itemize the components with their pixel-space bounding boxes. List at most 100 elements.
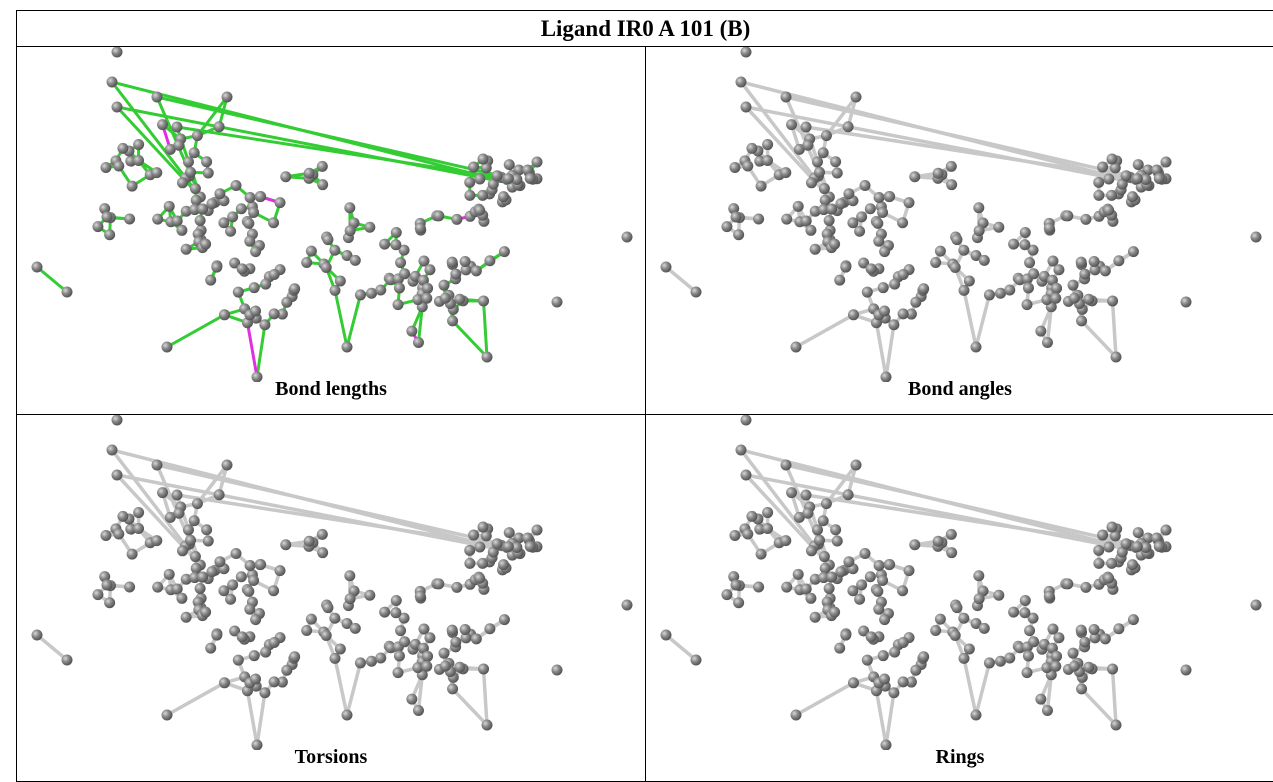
atom — [111, 469, 123, 480]
atom — [502, 540, 514, 552]
atom — [817, 147, 829, 159]
atom — [888, 319, 900, 331]
atom — [281, 296, 293, 308]
atom — [879, 305, 891, 317]
bond — [255, 324, 267, 378]
atom — [1099, 265, 1111, 277]
atom — [780, 91, 792, 103]
atom — [341, 617, 353, 629]
atom — [1180, 664, 1192, 675]
atom — [157, 119, 169, 131]
atom — [111, 101, 123, 113]
atom — [897, 675, 909, 687]
atom — [690, 286, 702, 298]
atom — [329, 612, 341, 624]
atom — [800, 582, 812, 594]
atom — [477, 153, 489, 165]
caption: Rings — [935, 745, 985, 768]
atom — [414, 590, 426, 602]
atom — [889, 646, 901, 658]
atom — [201, 156, 213, 168]
bond — [482, 300, 489, 358]
atom — [399, 635, 411, 647]
atom — [859, 180, 871, 192]
atom — [1083, 293, 1095, 305]
atom — [412, 294, 424, 306]
atom — [464, 176, 476, 188]
atom — [843, 555, 855, 567]
bond — [166, 313, 226, 349]
atom — [1093, 176, 1105, 188]
atom — [993, 221, 1005, 233]
atom — [830, 523, 842, 535]
atom — [978, 622, 990, 634]
atom — [949, 629, 961, 641]
atom — [1047, 255, 1059, 267]
atom — [879, 673, 891, 685]
atom — [191, 497, 203, 509]
atom — [1107, 295, 1119, 307]
atom — [468, 161, 480, 173]
atom — [934, 245, 946, 257]
bond — [156, 95, 518, 181]
atom — [856, 578, 868, 590]
atom — [819, 562, 831, 574]
atom — [213, 488, 225, 500]
atom — [814, 166, 826, 178]
atom — [99, 203, 111, 215]
atom — [781, 581, 793, 593]
atom — [459, 623, 471, 635]
atom — [1106, 153, 1118, 165]
atom — [809, 243, 821, 255]
atom — [660, 629, 672, 640]
atom — [800, 215, 812, 227]
atom — [176, 544, 188, 556]
atom — [255, 191, 267, 203]
atom — [786, 119, 798, 131]
atom — [861, 654, 873, 666]
atom — [951, 234, 963, 246]
atom — [905, 308, 917, 320]
atom — [301, 256, 313, 268]
atom — [173, 507, 185, 519]
atom — [800, 121, 812, 133]
atom — [390, 594, 402, 606]
bond — [333, 290, 349, 348]
atom — [983, 289, 995, 301]
atom — [1021, 299, 1033, 311]
atom — [329, 652, 341, 664]
atom — [897, 217, 909, 229]
atom — [470, 632, 482, 644]
atom — [859, 547, 871, 559]
atom — [865, 263, 877, 275]
atom — [809, 205, 821, 217]
atom — [447, 315, 459, 327]
atom — [746, 510, 758, 522]
atom — [305, 613, 317, 625]
atom — [236, 630, 248, 642]
atom — [872, 217, 884, 229]
atom — [31, 261, 43, 273]
bond — [1045, 674, 1054, 711]
atom — [1080, 581, 1092, 593]
atom — [364, 589, 376, 601]
atom — [1043, 590, 1055, 602]
atom — [1027, 612, 1039, 624]
atom — [251, 739, 263, 750]
atom — [322, 234, 334, 246]
atom — [235, 203, 247, 215]
atom — [1062, 577, 1074, 589]
atom — [133, 506, 145, 518]
bond — [35, 633, 69, 661]
atom — [418, 255, 430, 267]
atom — [161, 341, 173, 353]
atom — [835, 565, 847, 577]
bond — [974, 294, 992, 348]
atom — [276, 308, 288, 320]
atom — [126, 548, 138, 560]
atom — [818, 550, 830, 562]
atom — [690, 654, 702, 665]
atom — [317, 179, 329, 191]
atom — [1021, 666, 1033, 678]
atom — [970, 341, 982, 353]
